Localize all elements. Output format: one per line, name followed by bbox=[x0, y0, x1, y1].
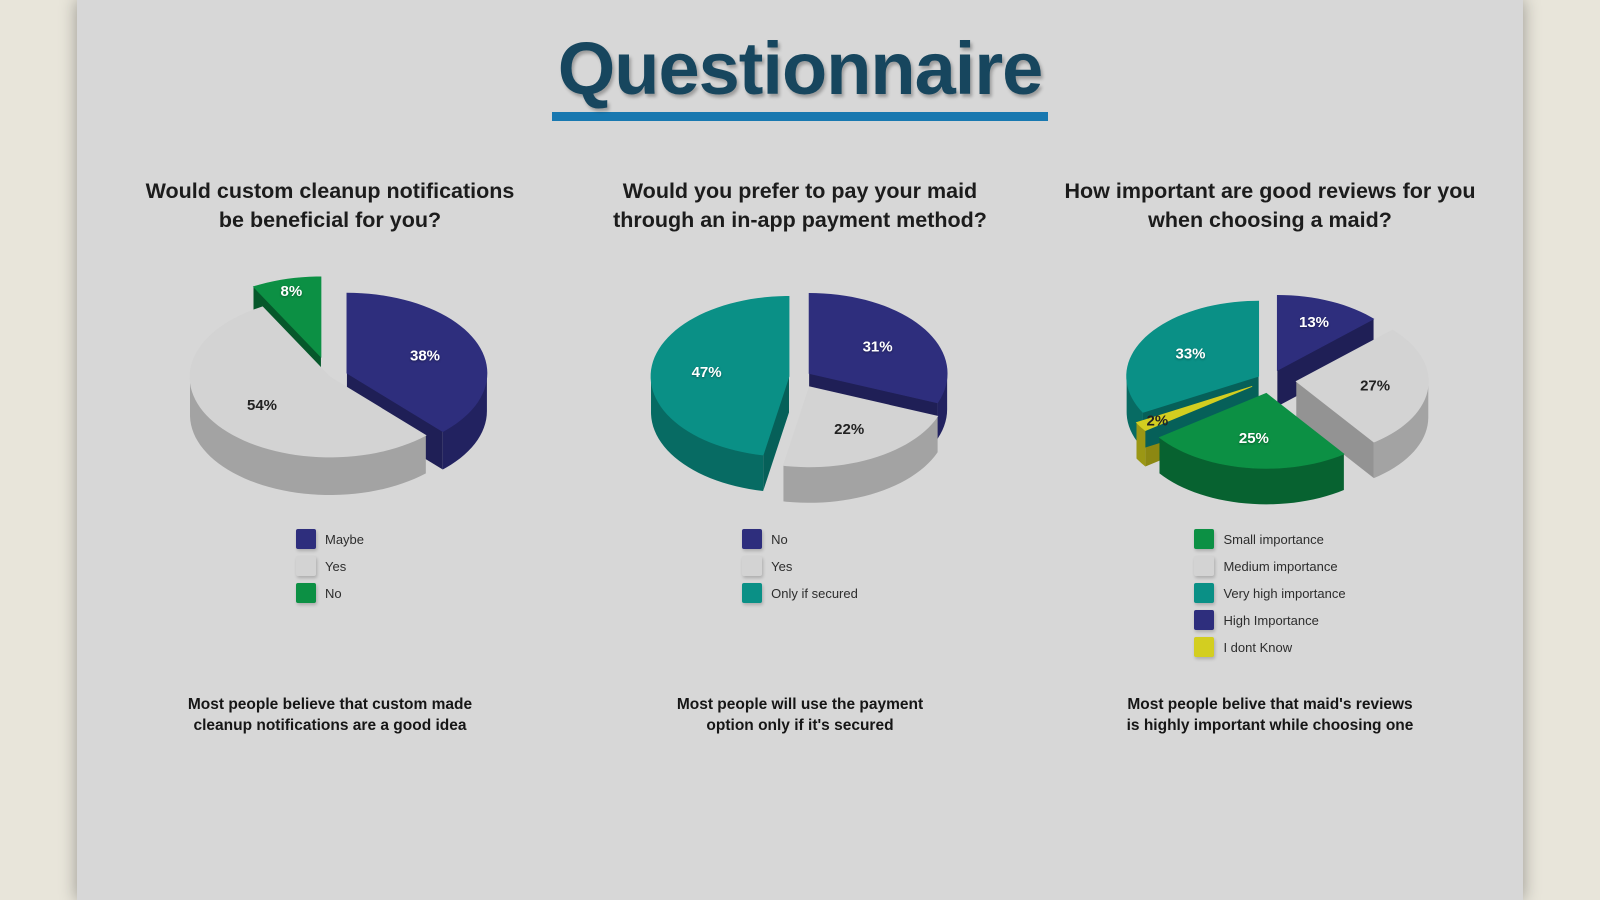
legend-swatch bbox=[1194, 637, 1215, 657]
pie-slice-value-label: 25% bbox=[1239, 430, 1269, 447]
legend-label: Maybe bbox=[324, 531, 365, 547]
pie-slice-wall bbox=[1136, 422, 1146, 467]
chart-section-notifications: Would custom cleanup notifications be be… bbox=[95, 177, 565, 736]
pie-slice-wall bbox=[190, 377, 426, 495]
legend-swatch bbox=[742, 529, 763, 549]
pie-slice-wall bbox=[1373, 381, 1429, 479]
legend-label: Medium importance bbox=[1223, 558, 1338, 574]
legend-zone: Small importance Medium importance Very hi… bbox=[1194, 529, 1346, 695]
pie-slice bbox=[1158, 392, 1345, 469]
pie-slice bbox=[808, 292, 948, 404]
legend-swatch bbox=[1194, 529, 1215, 549]
legend-swatch bbox=[295, 529, 316, 549]
legend-label: Very high importance bbox=[1223, 585, 1346, 601]
pie-chart-payment: 31% 22% 47% bbox=[650, 292, 948, 503]
pie-slice-value-label: 31% bbox=[863, 338, 893, 355]
pie-slice bbox=[650, 295, 790, 456]
pie-slice-wall bbox=[783, 416, 938, 503]
chart-summary: Most people believe that custom made cle… bbox=[187, 696, 473, 734]
legend-item: No bbox=[742, 529, 858, 549]
legend-label: Yes bbox=[324, 558, 347, 574]
legend-item: Very high importance bbox=[1194, 583, 1346, 603]
slide: Questionnaire Would custom cleanup notif… bbox=[77, 0, 1523, 900]
legend-label: No bbox=[324, 585, 342, 601]
legend-item: No bbox=[295, 583, 364, 603]
pie-slice bbox=[1295, 329, 1429, 443]
pie-slice-value-label: 33% bbox=[1175, 345, 1205, 362]
chart-legend: Small importance Medium importance Very hi… bbox=[1194, 529, 1346, 657]
pie-slice-value-label: 22% bbox=[834, 421, 864, 438]
legend-swatch bbox=[742, 583, 763, 603]
pie-slice-value-label: 27% bbox=[1360, 378, 1390, 395]
pie-slice-cut-face bbox=[1296, 381, 1374, 479]
pie-slice-wall bbox=[651, 376, 764, 491]
chart-legend: No Yes Only if secured bbox=[742, 529, 858, 603]
legend-label: Only if secured bbox=[771, 585, 858, 601]
legend-label: No bbox=[771, 531, 788, 547]
charts-row: Would custom cleanup notifications be be… bbox=[77, 177, 1523, 736]
page-title: Questionnaire bbox=[551, 32, 1049, 121]
chart-legend: Maybe Yes No bbox=[295, 529, 365, 603]
pie-slice-value-label: 8% bbox=[281, 283, 303, 300]
pie-slice-wall bbox=[1159, 437, 1344, 505]
legend-item: I dont Know bbox=[1194, 637, 1345, 657]
legend-swatch bbox=[1194, 556, 1215, 576]
chart-section-payment: Would you prefer to pay your maid throug… bbox=[565, 177, 1035, 736]
pie-slice-value-label: 13% bbox=[1299, 314, 1329, 331]
legend-label: Small importance bbox=[1223, 531, 1324, 547]
title-area: Questionnaire bbox=[77, 32, 1523, 121]
legend-swatch bbox=[295, 556, 316, 576]
pie-chart-reviews: 13% 27% 25% 2% 33% bbox=[1126, 294, 1429, 505]
pie-slice-wall bbox=[442, 373, 487, 470]
legend-label: High Importance bbox=[1223, 612, 1319, 628]
chart-question: Would you prefer to pay your maid throug… bbox=[613, 179, 987, 232]
pie-slice bbox=[1276, 294, 1375, 372]
legend-zone: No Yes Only if secured bbox=[742, 529, 858, 695]
pie-slice-value-label: 47% bbox=[692, 364, 722, 381]
pie-slice-cut-face bbox=[763, 376, 790, 491]
legend-swatch bbox=[1194, 610, 1215, 630]
pie-slice bbox=[252, 276, 322, 358]
legend-zone: Maybe Yes No bbox=[295, 529, 365, 695]
legend-item: Only if secured bbox=[742, 583, 858, 603]
pie-slice bbox=[189, 306, 427, 458]
chart-question: Would custom cleanup notifications be be… bbox=[145, 179, 515, 232]
legend-item: Medium importance bbox=[1194, 556, 1345, 576]
chart-section-reviews: How important are good reviews for you w… bbox=[1035, 177, 1505, 736]
pie-slice-value-label: 2% bbox=[1147, 413, 1169, 430]
pie-slice bbox=[1135, 386, 1253, 431]
pie-slice bbox=[346, 292, 488, 432]
pie-chart-notifications: 38% 54% 8% bbox=[189, 276, 488, 495]
legend-label: I dont Know bbox=[1223, 639, 1293, 655]
legend-label: Yes bbox=[771, 558, 793, 574]
chart-question: How important are good reviews for you w… bbox=[1064, 179, 1476, 232]
pie-slice bbox=[1126, 300, 1260, 413]
legend-item: High Importance bbox=[1194, 610, 1345, 630]
legend-item: Yes bbox=[742, 556, 858, 576]
chart-summary: Most people belive that maid's reviews i… bbox=[1126, 696, 1414, 734]
legend-item: Small importance bbox=[1194, 529, 1345, 549]
chart-summary: Most people will use the payment option … bbox=[676, 696, 924, 734]
legend-item: Yes bbox=[295, 556, 364, 576]
pie-slice-wall bbox=[937, 373, 948, 439]
legend-swatch bbox=[742, 556, 763, 576]
legend-item: Maybe bbox=[295, 529, 365, 549]
legend-swatch bbox=[1194, 583, 1215, 603]
pie-slice bbox=[782, 386, 939, 468]
pie-slice-value-label: 54% bbox=[247, 397, 277, 414]
legend-swatch bbox=[295, 583, 316, 603]
pie-slice-value-label: 38% bbox=[410, 348, 440, 365]
